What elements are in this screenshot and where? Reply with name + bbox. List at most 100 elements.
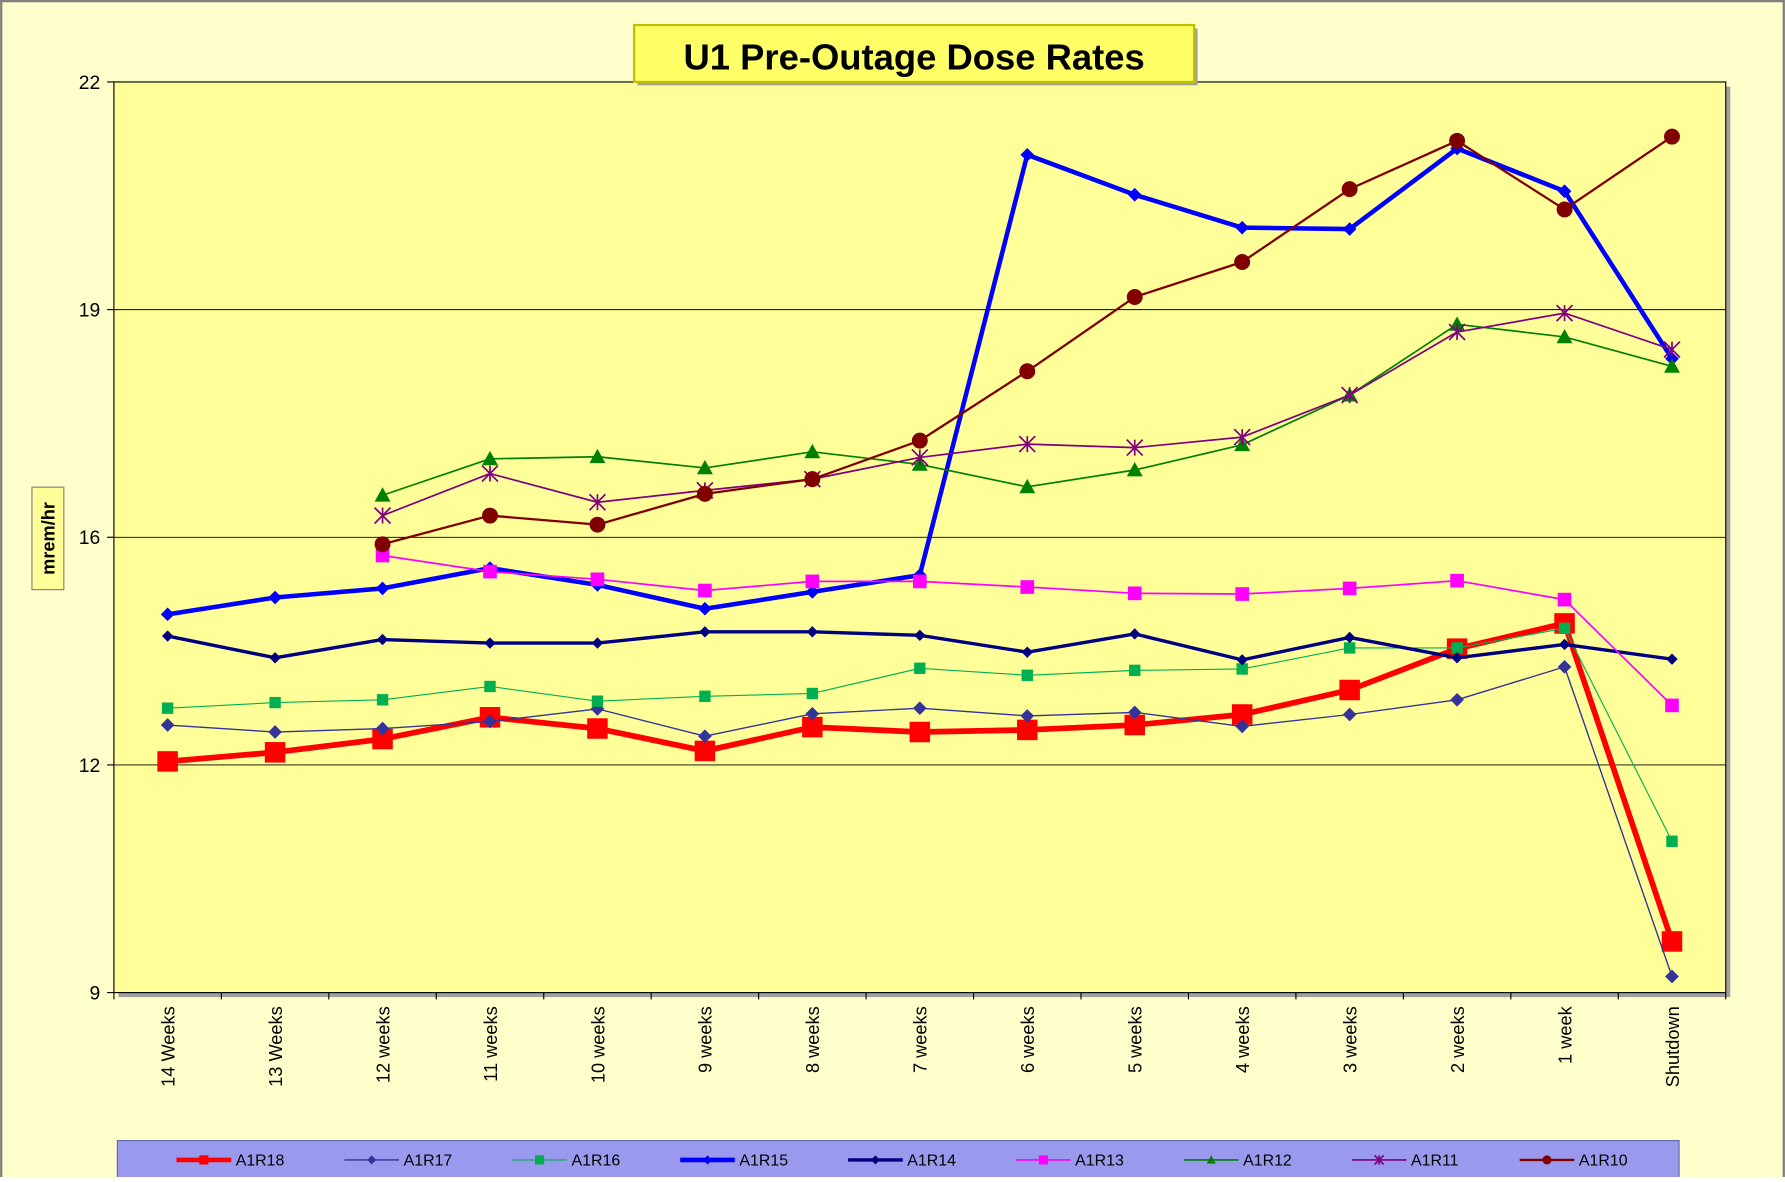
marker [535, 1155, 545, 1165]
marker [1236, 654, 1248, 666]
marker [1448, 323, 1466, 341]
marker [483, 564, 497, 579]
marker [590, 572, 605, 587]
marker [1020, 709, 1035, 723]
marker [1556, 328, 1573, 344]
plot [157, 128, 1683, 984]
marker [806, 687, 819, 700]
marker [1124, 714, 1145, 736]
x-tick-label: 4 weeks [1233, 1006, 1253, 1073]
marker [1038, 1155, 1048, 1165]
marker [481, 464, 499, 483]
marker [1018, 435, 1036, 453]
marker [1342, 707, 1357, 722]
x-tick-label: 9 weeks [696, 1006, 716, 1073]
marker [694, 740, 716, 762]
marker [1234, 254, 1251, 270]
legend-label: A1R10 [1579, 1153, 1628, 1170]
marker [699, 690, 711, 702]
chart-title: U1 Pre-Outage Dose Rates [683, 36, 1144, 77]
marker [1126, 439, 1144, 457]
marker [1020, 147, 1035, 162]
marker [1558, 638, 1571, 651]
marker [1126, 462, 1143, 477]
marker [1342, 581, 1357, 596]
marker [1236, 663, 1248, 675]
x-tick-label: 8 weeks [803, 1006, 823, 1073]
marker [375, 581, 390, 596]
marker [1343, 631, 1356, 644]
marker [804, 443, 821, 459]
marker [1542, 1155, 1552, 1165]
x-tick-label: 14 Weeks [158, 1006, 178, 1087]
x-tick-label: 11 weeks [481, 1006, 501, 1082]
marker [1020, 580, 1035, 594]
marker [1555, 304, 1574, 322]
marker [373, 506, 392, 525]
marker [1664, 128, 1680, 145]
marker [589, 516, 606, 533]
marker [1665, 698, 1679, 713]
marker [1661, 931, 1683, 952]
x-tick-label: 7 weeks [911, 1006, 931, 1073]
marker [1341, 181, 1358, 198]
legend-items: A1R18 A1R17 A1R16 A1R15 A1R14 A1R13 A1R12 A1R11… [176, 1153, 1628, 1170]
marker [375, 721, 390, 736]
marker [376, 633, 389, 646]
marker [1017, 719, 1038, 741]
marker [912, 574, 927, 589]
y-tick-label: 22 [79, 72, 101, 94]
marker [1450, 573, 1464, 588]
marker [1558, 622, 1571, 635]
y-tick-label: 19 [79, 299, 101, 321]
marker [1019, 363, 1036, 380]
marker [1127, 586, 1142, 601]
marker [911, 448, 929, 466]
marker [805, 574, 820, 589]
marker [909, 721, 931, 743]
marker [1129, 664, 1141, 677]
marker [589, 448, 606, 464]
x-tick-label: 2 weeks [1448, 1006, 1468, 1073]
marker [804, 471, 821, 488]
marker [157, 751, 178, 772]
marker [374, 487, 391, 502]
marker [805, 585, 820, 599]
marker [1665, 969, 1679, 984]
legend-label: A1R15 [739, 1153, 788, 1170]
marker [1235, 220, 1250, 235]
x-tick-label: 3 weeks [1340, 1006, 1360, 1073]
marker [376, 694, 389, 706]
legend-label: A1R14 [907, 1153, 956, 1170]
marker [1450, 692, 1464, 707]
marker [1019, 478, 1036, 494]
marker [1557, 592, 1572, 607]
y-tick-label: 16 [79, 527, 101, 549]
x-tick-label: 12 weeks [373, 1006, 393, 1083]
marker [1663, 340, 1681, 359]
marker [702, 1155, 713, 1165]
marker [367, 1155, 377, 1165]
legend-label: A1R16 [571, 1153, 620, 1170]
marker [588, 493, 607, 511]
x-tick-label: 5 weeks [1126, 1006, 1146, 1073]
marker [1233, 428, 1251, 446]
marker [1666, 835, 1678, 847]
y-tick-label: 12 [79, 755, 101, 777]
marker [699, 626, 711, 638]
marker [914, 629, 926, 642]
x-tick-label: 6 weeks [1018, 1006, 1038, 1073]
marker [199, 1155, 209, 1165]
legend-label: A1R12 [1243, 1153, 1292, 1170]
marker [696, 485, 713, 502]
legend-label: A1R18 [236, 1153, 285, 1170]
marker [1206, 1155, 1216, 1164]
marker [1342, 222, 1357, 236]
marker [1373, 1154, 1385, 1166]
x-tick-label: 1 week [1555, 1005, 1575, 1064]
marker [911, 432, 928, 449]
marker [375, 548, 390, 563]
marker [587, 718, 608, 739]
marker [870, 1155, 880, 1165]
